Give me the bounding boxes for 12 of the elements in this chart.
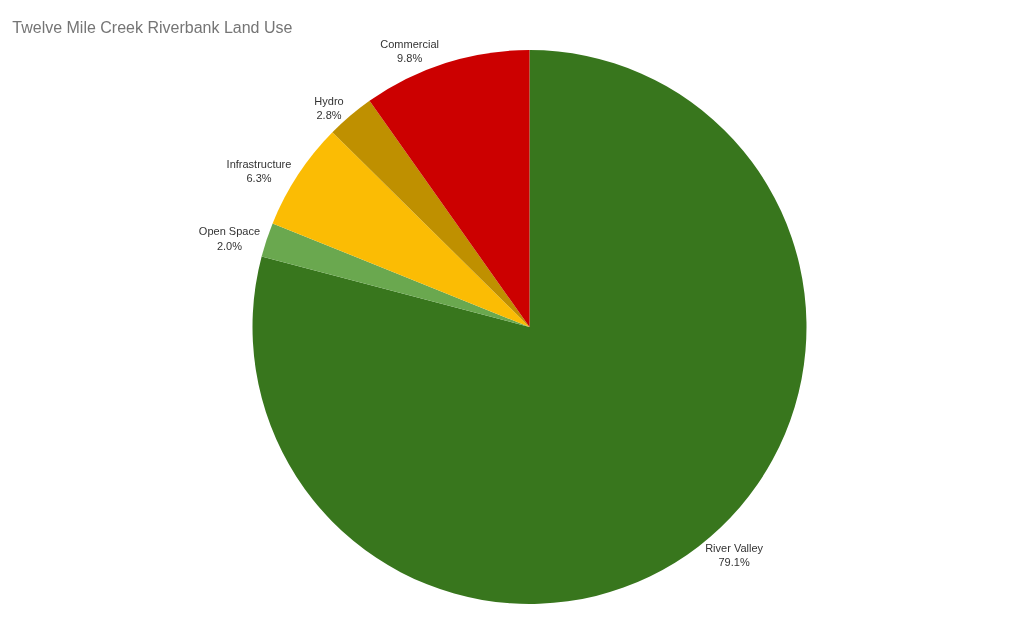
data-label: 2.0%: [216, 239, 243, 252]
data-label: 79.1%: [718, 555, 750, 568]
slice-label: Hydro: [314, 95, 344, 108]
slice-label: Commercial: [380, 37, 439, 50]
chart-title: Twelve Mile Creek Riverbank Land Use: [12, 19, 293, 37]
slice-label: Infrastructure: [226, 157, 292, 170]
data-label: 6.3%: [246, 172, 272, 185]
data-label: 2.8%: [316, 109, 342, 122]
data-label: 9.8%: [397, 52, 423, 65]
slice-label: Open Space: [198, 225, 261, 238]
pie-slice: [369, 50, 530, 327]
slice-label: River Valley: [705, 541, 764, 554]
